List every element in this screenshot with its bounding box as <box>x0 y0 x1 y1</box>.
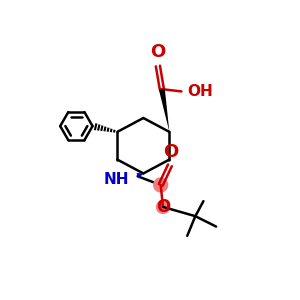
Text: O: O <box>164 143 179 161</box>
Circle shape <box>154 178 168 192</box>
Polygon shape <box>159 88 169 132</box>
Text: OH: OH <box>187 84 213 99</box>
Text: O: O <box>150 44 166 62</box>
Text: NH: NH <box>104 172 130 187</box>
Text: O: O <box>156 198 170 216</box>
Polygon shape <box>136 173 143 178</box>
Circle shape <box>157 200 169 213</box>
